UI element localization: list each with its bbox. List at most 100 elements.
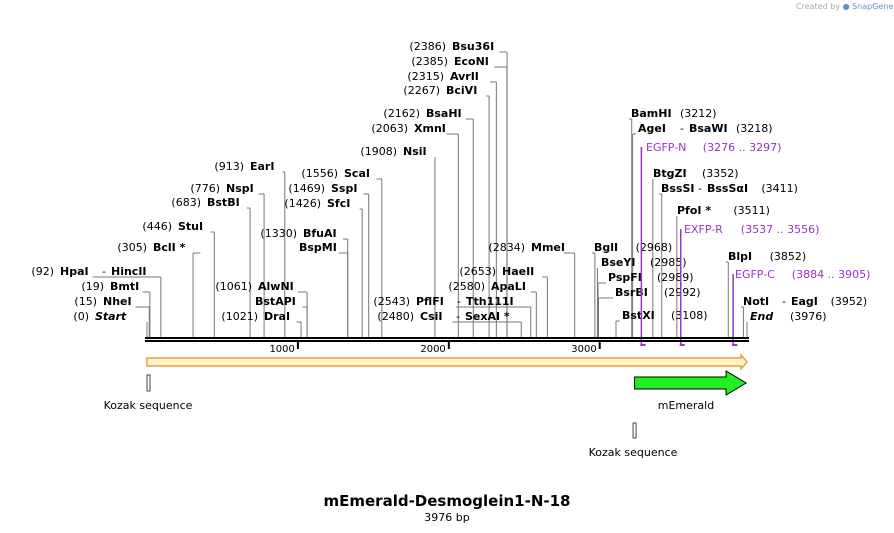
site-position: (2992) xyxy=(664,286,701,299)
primer-range: (3537 .. 3556) xyxy=(741,223,820,236)
site-name: HpaI xyxy=(60,265,89,278)
site-position: (2989) xyxy=(657,271,694,284)
site-position: (1061) xyxy=(215,280,252,293)
site-dash: - xyxy=(782,295,786,308)
mark-name: End xyxy=(750,310,773,323)
site-name: CsiI xyxy=(420,310,442,323)
site-name: ApaLI xyxy=(491,280,526,293)
site-position: (19) xyxy=(81,280,104,293)
site-name: NsiI xyxy=(403,145,427,158)
site-position: (2580) xyxy=(448,280,485,293)
site-name: XmnI xyxy=(414,122,446,135)
site-name-2: BssSαI xyxy=(707,182,748,195)
site-position: (683) xyxy=(171,196,201,209)
site-dash: - xyxy=(680,122,684,135)
site-name: BtgZI xyxy=(653,167,687,180)
mark-name: Start xyxy=(95,310,127,323)
site-position: (3411) xyxy=(761,182,798,195)
site-position: (1426) xyxy=(284,197,321,210)
primer-range: (3276 .. 3297) xyxy=(703,141,782,154)
site-position: (3218) xyxy=(736,122,773,135)
site-position: (3212) xyxy=(680,107,717,120)
site-position: (305) xyxy=(117,241,147,254)
primer-name: EXFP-R xyxy=(684,223,723,236)
axis-tick-label: 2000 xyxy=(420,344,445,355)
site-position: (3352) xyxy=(702,167,739,180)
site-name: StuI xyxy=(178,220,203,233)
site-name-2: HincII xyxy=(111,265,147,278)
site-position: (15) xyxy=(74,295,97,308)
site-name: EarI xyxy=(250,160,274,173)
axis-tick-label: 1000 xyxy=(269,344,294,355)
site-position: (3511) xyxy=(733,204,770,217)
site-name: DraI xyxy=(264,310,290,323)
site-name: NheI xyxy=(103,295,132,308)
site-position: (1469) xyxy=(288,182,325,195)
site-position: (2480) xyxy=(377,310,414,323)
site-position: (913) xyxy=(214,160,244,173)
site-name: BsrBI xyxy=(615,286,648,299)
site-name: NotI xyxy=(743,295,769,308)
feature-label: Kozak sequence xyxy=(589,446,678,459)
feature-label: mEmerald xyxy=(658,399,714,412)
site-name: BamHI xyxy=(631,107,672,120)
site-name-2: BsaWI xyxy=(689,122,728,135)
kozak-marker xyxy=(632,422,637,439)
feature-label: Kozak sequence xyxy=(104,399,193,412)
site-position: (1330) xyxy=(260,227,297,240)
site-name-2: Tth111I xyxy=(466,295,514,308)
site-name: MmeI xyxy=(531,241,565,254)
site-position: (3852) xyxy=(770,250,807,263)
kozak-marker xyxy=(146,374,151,392)
site-name: BsaHI xyxy=(426,107,462,120)
site-name: BseYI xyxy=(601,256,635,269)
primer-range: (3884 .. 3905) xyxy=(792,268,871,281)
site-dash: - xyxy=(698,182,702,195)
site-name: BstXI xyxy=(622,309,655,322)
site-position: (2543) xyxy=(373,295,410,308)
site-name: EcoNI xyxy=(454,55,489,68)
site-position: (2985) xyxy=(650,256,687,269)
site-name: BlpI xyxy=(728,250,752,263)
site-name: BstBI xyxy=(207,196,240,209)
mEmerald-feature-arrow xyxy=(634,370,748,396)
site-name: BciVI xyxy=(446,84,477,97)
primer-name: EGFP-N xyxy=(646,141,686,154)
site-position: (446) xyxy=(142,220,172,233)
site-dash: - xyxy=(102,265,106,278)
site-position: (92) xyxy=(31,265,54,278)
site-position: (2834) xyxy=(488,241,525,254)
site-name: ScaI xyxy=(344,167,370,180)
site-name: Bsu36I xyxy=(452,40,494,53)
site-position: (1021) xyxy=(221,310,258,323)
site-position: (2386) xyxy=(409,40,446,53)
site-name: NspI xyxy=(226,182,254,195)
site-name: BssSI xyxy=(661,182,695,195)
site-position: (3108) xyxy=(671,309,708,322)
site-position: (1556) xyxy=(301,167,338,180)
primer-name: EGFP-C xyxy=(735,268,775,281)
site-position: (3952) xyxy=(831,295,868,308)
site-position: (2653) xyxy=(459,265,496,278)
site-dash: - xyxy=(457,295,461,308)
site-position: (776) xyxy=(190,182,220,195)
site-name: PspFI xyxy=(608,271,642,284)
site-name: SfcI xyxy=(327,197,350,210)
site-name-2: EagI xyxy=(791,295,818,308)
site-name: HaeII xyxy=(502,265,534,278)
credit-brand: SnapGene xyxy=(852,2,894,11)
snapgene-credit: Created by ● SnapGene xyxy=(796,2,893,11)
mark-position: (0) xyxy=(73,310,89,323)
site-name: AgeI xyxy=(638,122,666,135)
site-position: (1908) xyxy=(360,145,397,158)
site-name: AvrII xyxy=(450,70,479,83)
plasmid-length: 3976 bp xyxy=(424,511,470,524)
axis-tick-label: 3000 xyxy=(571,344,596,355)
site-name: BglI xyxy=(594,241,618,254)
site-position: (2063) xyxy=(371,122,408,135)
site-name: PfoI * xyxy=(677,204,711,217)
credit-prefix: Created by xyxy=(796,2,841,11)
site-name: SspI xyxy=(331,182,357,195)
site-position: (2162) xyxy=(383,107,420,120)
